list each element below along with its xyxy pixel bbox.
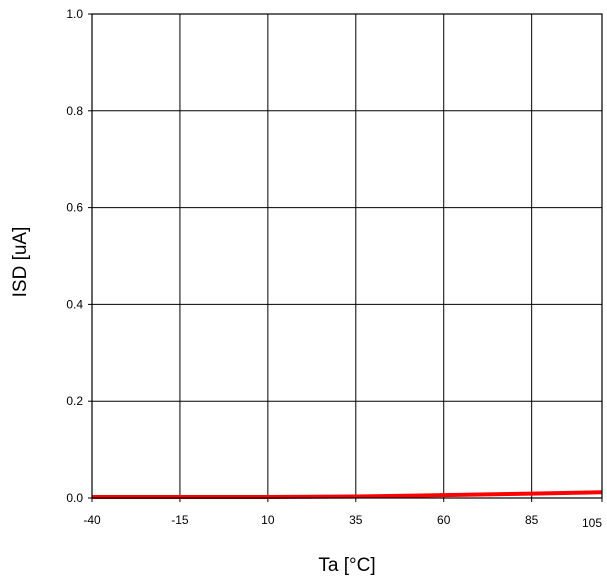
y-tick-labels: 0.0 0.2 0.4 0.6 0.8 1.0 (66, 7, 83, 505)
x-tick-label: 85 (525, 513, 539, 527)
plot-frame (91, 13, 603, 499)
y-tick-label: 0.6 (66, 201, 83, 215)
x-tick-label: 35 (349, 513, 363, 527)
x-axis-label: Ta [°C] (318, 555, 375, 576)
x-tick-label: -15 (171, 513, 189, 527)
y-tick-label: 0.2 (66, 394, 83, 408)
y-axis-label: ISD [uA] (10, 227, 31, 298)
y-tick-label: 0.0 (66, 491, 83, 505)
x-tick-label: 105 (582, 516, 602, 530)
y-tick-label: 0.8 (66, 104, 83, 118)
x-tick-label: -40 (83, 513, 101, 527)
plot-background (92, 14, 602, 498)
x-tick-label: 60 (437, 513, 451, 527)
series-layer (92, 490, 603, 500)
series-line (92, 490, 603, 500)
y-tick-label: 1.0 (66, 7, 83, 21)
y-tick-label: 0.4 (66, 297, 83, 311)
x-tick-labels: -40 -15 10 35 60 85 105 (83, 513, 602, 530)
x-tick-label: 10 (261, 513, 275, 527)
